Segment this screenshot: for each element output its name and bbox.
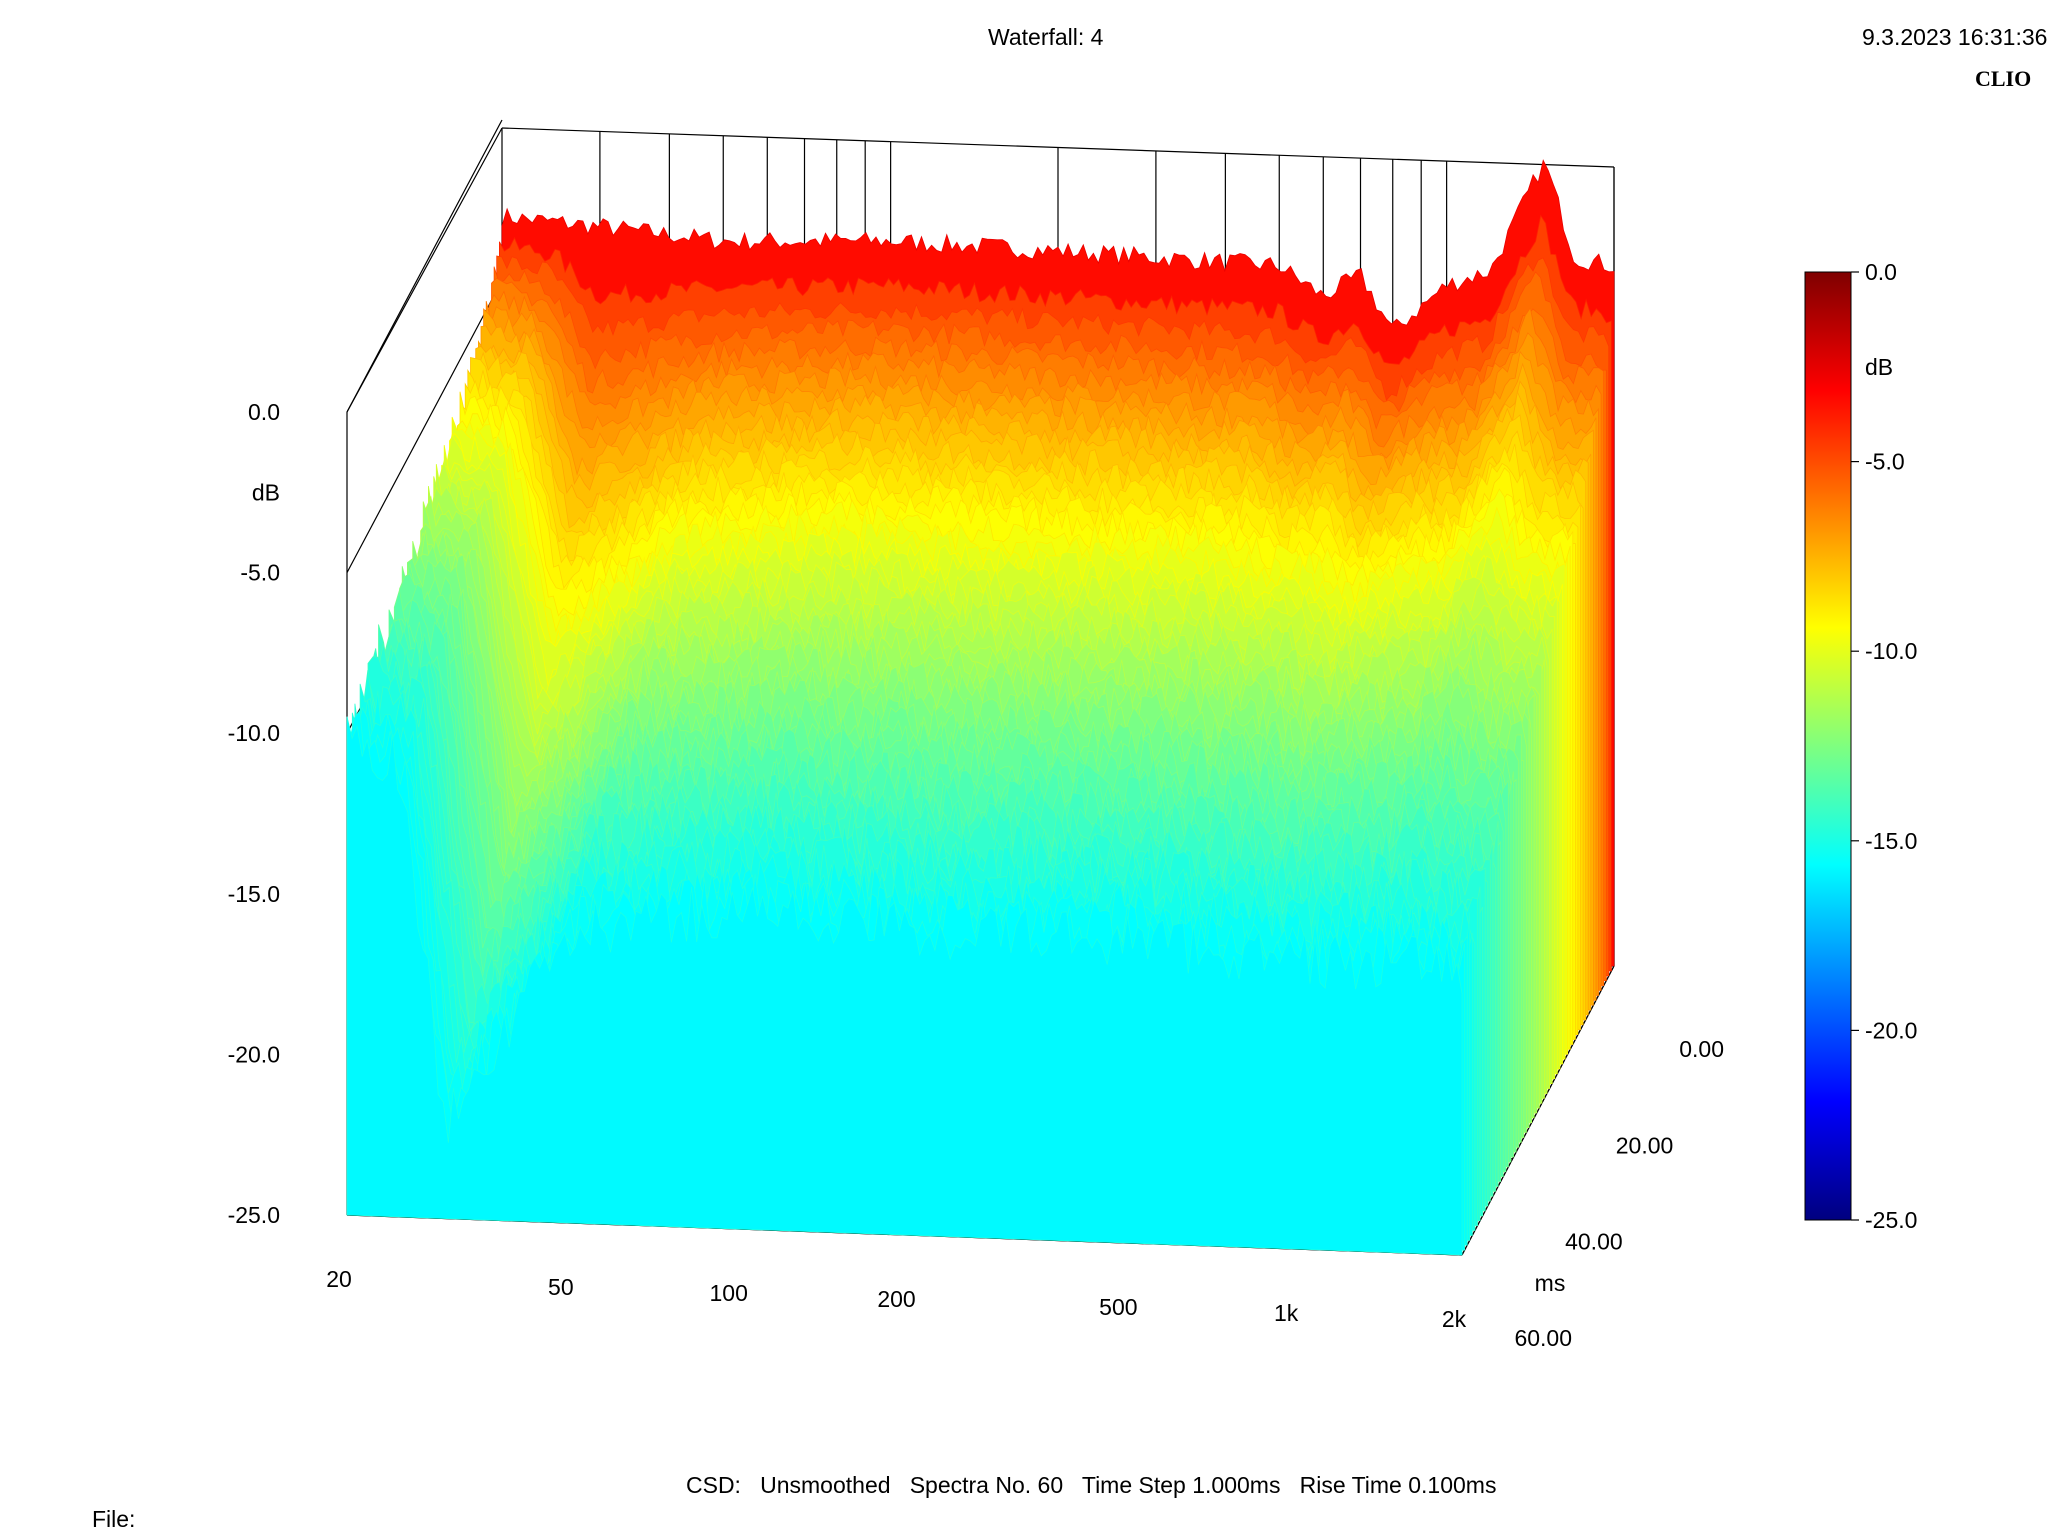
- axis-labels: 0.0 -5.0 -10.0 -15.0 -20.0 -25.0 dB 20 50 100 200 5…: [228, 399, 1724, 1351]
- colorbar-tick-label: -25.0: [1865, 1207, 1917, 1233]
- x-tick-label: 2k: [1442, 1306, 1467, 1332]
- z-tick-label: 0.00: [1679, 1036, 1724, 1062]
- left-wall-db-gridline: [346, 119, 503, 413]
- x-tick-label: 1k: [1274, 1300, 1299, 1326]
- colorbar-tick-label: 0.0: [1865, 259, 1897, 285]
- y-tick-label: -20.0: [228, 1041, 280, 1067]
- spectrum-slice: [346, 716, 1463, 1256]
- y-tick-label: -25.0: [228, 1202, 280, 1228]
- clio-logo-text: CLIO: [1975, 66, 2032, 91]
- waterfall-surface: [346, 159, 1615, 1256]
- x-tick-label: 500: [1099, 1294, 1137, 1320]
- settings-footer: CSD: Unsmoothed Spectra No. 60 Time Step…: [686, 1472, 1497, 1498]
- z-tick-label: 20.00: [1616, 1132, 1674, 1158]
- x-tick-label: 100: [709, 1280, 747, 1306]
- file-label: File:: [92, 1506, 136, 1532]
- y-axis-unit-label: dB: [252, 479, 280, 505]
- z-tick-label: 60.00: [1514, 1325, 1572, 1351]
- y-tick-label: -10.0: [228, 720, 280, 746]
- left-wall-top-edge: [346, 127, 503, 413]
- colorbar-tick-label: -10.0: [1865, 638, 1917, 664]
- chart-title: Waterfall: 4: [988, 24, 1104, 50]
- left-wall-db-gridline: [346, 280, 503, 573]
- colorbar-unit-label: dB: [1865, 354, 1893, 380]
- x-tick-label: 20: [326, 1266, 352, 1292]
- z-axis-unit-label: ms: [1535, 1270, 1566, 1296]
- colorbar-tick-label: -15.0: [1865, 828, 1917, 854]
- floor-freq-gridline: [1461, 965, 1615, 1256]
- colorbar-tick-label: -20.0: [1865, 1017, 1917, 1043]
- colorbar-gradient: [1804, 271, 1852, 1221]
- z-tick-label: 40.00: [1565, 1229, 1623, 1255]
- x-tick-label: 200: [877, 1286, 915, 1312]
- colorbar: 0.0 -5.0 -10.0 -15.0 -20.0 -25.0 dB: [1804, 259, 1917, 1233]
- colorbar-tick-label: -5.0: [1865, 449, 1905, 475]
- x-tick-label: 50: [548, 1274, 574, 1300]
- y-tick-label: -5.0: [240, 560, 280, 586]
- timestamp: 9.3.2023 16:31:36: [1862, 24, 2048, 50]
- y-tick-label: 0.0: [248, 399, 280, 425]
- y-tick-label: -15.0: [228, 881, 280, 907]
